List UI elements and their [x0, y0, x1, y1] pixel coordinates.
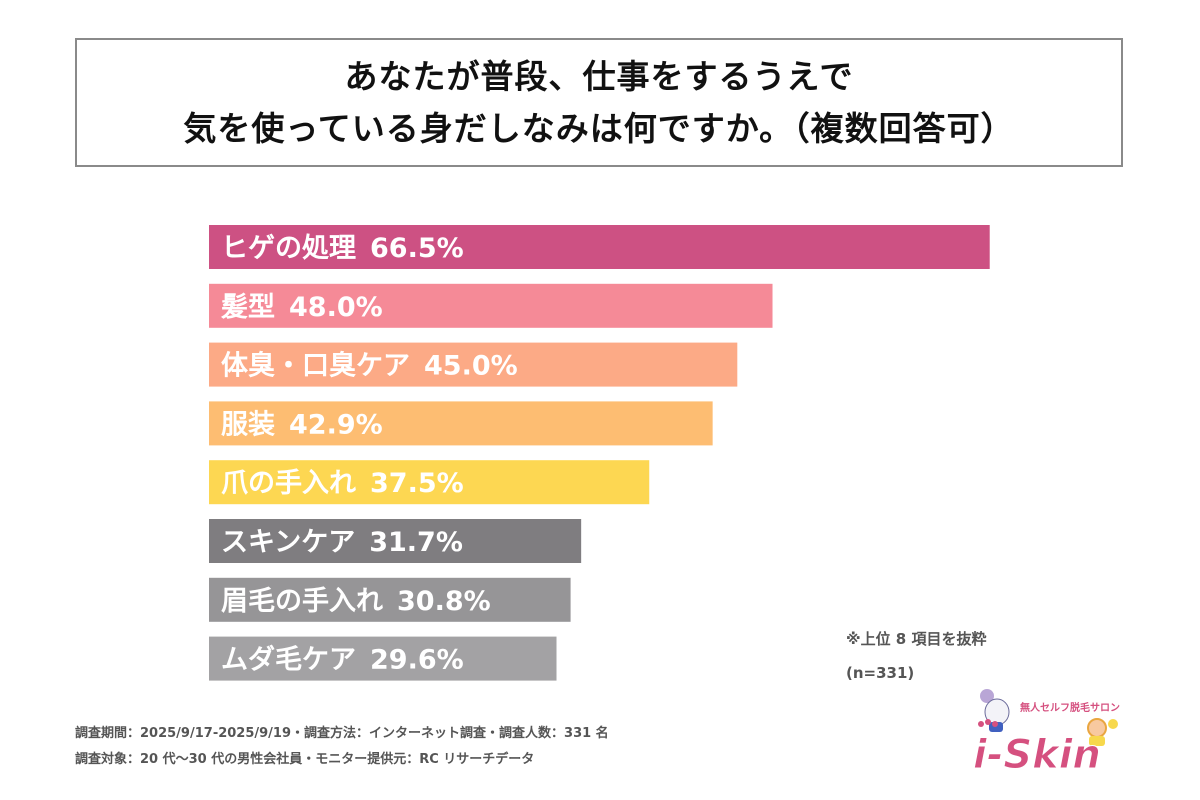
bar [209, 460, 650, 505]
category-label: ムダ毛ケア [221, 644, 356, 676]
bar [209, 342, 738, 387]
bar [209, 225, 990, 269]
value-label: 30.8% [397, 586, 491, 617]
bar [209, 519, 582, 563]
value-label: 48.0% [289, 292, 383, 323]
bar-group: 爪の手入れ 37.5% [209, 460, 650, 505]
footer-survey-target: 調査対象：20 代～30 代の男性会社員・モニター提供元：RC リサーチデータ [75, 752, 535, 767]
category-label: 髪型 [220, 292, 275, 323]
logo-brand: i-Skin [973, 732, 1101, 778]
value-label: 37.5% [370, 468, 464, 499]
value-label: 29.6% [370, 645, 464, 676]
category-label: 服装 [221, 409, 275, 440]
bar-label: ヒゲの処理 66.5% [221, 232, 464, 264]
bar [209, 636, 557, 681]
category-label: ヒゲの処理 [221, 232, 356, 264]
logo-tagline: 無人セルフ脱毛サロン [1020, 701, 1120, 714]
title-line-2: 気を使っている身だしなみは何ですか。（複数回答可） [183, 108, 1015, 148]
bar-group: 体臭・口臭ケア 45.0% [209, 342, 738, 387]
category-label: 爪の手入れ [221, 468, 356, 499]
title-line-1: あなたが普段、仕事をするうえで [344, 56, 854, 96]
bar-label: 眉毛の手入れ 30.8% [221, 586, 491, 617]
bar-group: 髪型 48.0% [209, 283, 773, 328]
category-label: 体臭・口臭ケア [221, 351, 410, 382]
title-box: あなたが普段、仕事をするうえで 気を使っている身だしなみは何ですか。（複数回答可… [75, 38, 1123, 167]
value-label: 31.7% [369, 527, 463, 558]
value-label: 66.5% [370, 233, 464, 264]
footer-survey-period: 調査期間：2025/9/17-2025/9/19・調査方法：インターネット調査・… [75, 726, 609, 741]
value-label: 45.0% [424, 351, 518, 382]
bar-label: 体臭・口臭ケア 45.0% [221, 351, 518, 382]
bar [209, 401, 713, 446]
value-label: 42.9% [289, 409, 383, 440]
note-sample-size: (n=331) [846, 664, 915, 682]
bar-group: 眉毛の手入れ 30.8% [209, 577, 571, 622]
note-top-items: ※上位 8 項目を抜粋 [846, 630, 987, 648]
bar [209, 283, 773, 328]
category-label: 眉毛の手入れ [221, 586, 383, 617]
i-skin-logo: 無人セルフ脱毛サロン i-Skin [973, 689, 1120, 779]
bar-chart: ヒゲの処理 66.5% 髪型 48.0% 体臭・口臭ケア 45.0% 服装 42.9% 爪の手入… [209, 225, 990, 681]
bar-label: スキンケア 31.7% [221, 527, 463, 558]
mascot-girl-icon [1087, 718, 1118, 746]
bar [209, 577, 571, 622]
bar-group: 服装 42.9% [209, 401, 713, 446]
bar-label: ムダ毛ケア 29.6% [221, 644, 464, 676]
bar-group: ムダ毛ケア 29.6% [209, 636, 557, 681]
bar-label: 服装 42.9% [221, 409, 383, 440]
bar-label: 爪の手入れ 37.5% [221, 468, 464, 499]
bar-group: ヒゲの処理 66.5% [209, 225, 990, 269]
bar-group: スキンケア 31.7% [209, 519, 582, 563]
paw-icon [978, 719, 998, 727]
category-label: スキンケア [221, 527, 355, 558]
bar-label: 髪型 48.0% [220, 292, 383, 323]
